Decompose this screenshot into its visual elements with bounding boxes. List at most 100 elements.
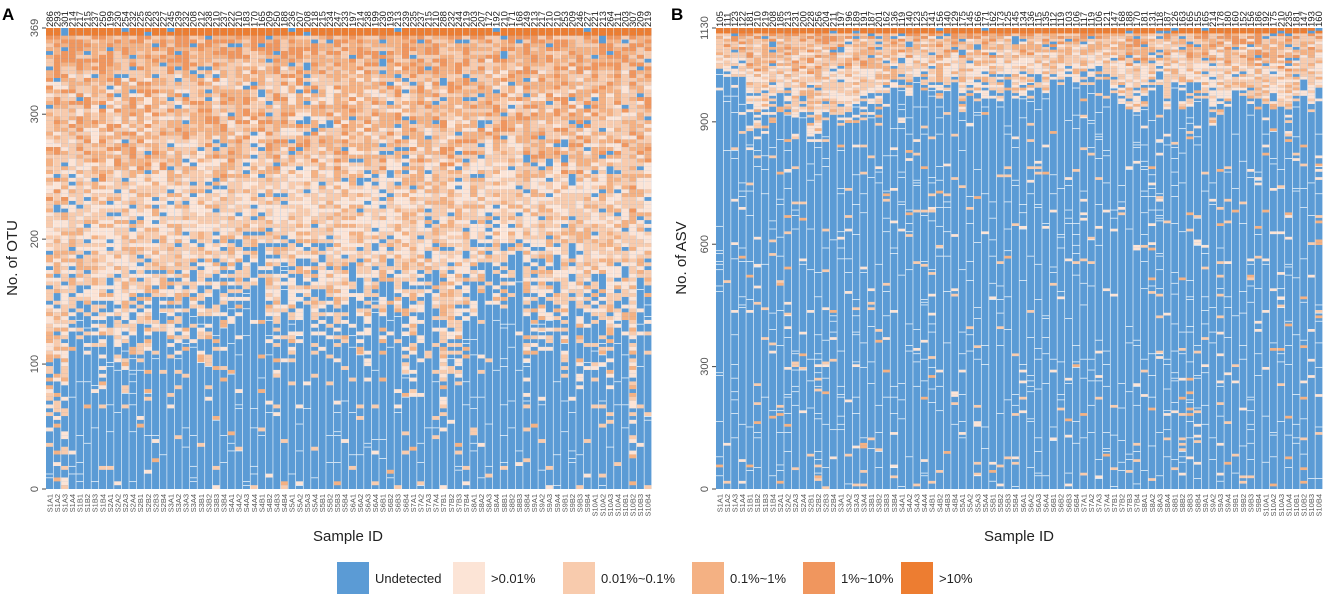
detected-cell [220, 112, 228, 117]
detected-cell [364, 143, 372, 148]
detected-cell [235, 135, 243, 140]
detected-cell [61, 77, 69, 82]
detected-cell [485, 143, 493, 148]
detected-cell [364, 319, 372, 324]
detected-cell [99, 331, 107, 336]
detected-cell [530, 212, 538, 217]
detected-cell [356, 81, 364, 86]
detected-cell [205, 173, 213, 178]
detected-cell [341, 85, 349, 90]
detected-cell [485, 108, 493, 113]
detected-cell [447, 66, 455, 71]
detected-cell [386, 223, 394, 228]
detected-cell [485, 85, 493, 90]
detected-cell [68, 177, 76, 182]
detected-cell [417, 250, 425, 255]
detected-cell [136, 319, 144, 324]
detected-cell [477, 189, 485, 194]
detected-cell [288, 277, 296, 282]
detected-cell [265, 473, 273, 478]
detected-cell [114, 77, 122, 82]
detected-cell [136, 54, 144, 59]
detected-cell [280, 304, 288, 309]
detected-cell [53, 112, 61, 117]
detected-cell [250, 77, 258, 82]
detected-cell [333, 273, 341, 278]
detected-cell [462, 93, 470, 98]
detected-cell [470, 312, 478, 317]
detected-cell [447, 277, 455, 282]
detected-cell [220, 54, 228, 59]
detected-cell [538, 250, 546, 255]
detected-cell [235, 250, 243, 255]
detected-cell [371, 273, 379, 278]
detected-cell [417, 35, 425, 40]
detected-cell [303, 250, 311, 255]
gap-line [500, 358, 508, 360]
detected-cell [114, 216, 122, 221]
detected-cell [273, 89, 281, 94]
detected-cell [46, 369, 53, 374]
detected-cell [205, 281, 213, 286]
detected-cell [273, 412, 281, 417]
detected-cell [470, 108, 478, 113]
detected-cell [477, 223, 485, 228]
detected-cell [220, 158, 228, 163]
detected-cell [220, 166, 228, 171]
detected-cell [364, 285, 372, 290]
detected-cell [61, 289, 69, 294]
gap-line [356, 354, 364, 356]
detected-cell [159, 131, 167, 136]
detected-cell [273, 177, 281, 182]
detected-cell [182, 131, 190, 136]
detected-cell [136, 235, 144, 240]
detected-cell [326, 93, 334, 98]
detected-cell [470, 54, 478, 59]
detected-cell [121, 246, 129, 251]
detected-cell [46, 319, 53, 324]
detected-cell [364, 131, 372, 136]
detected-cell [114, 185, 122, 190]
detected-cell [91, 127, 99, 132]
heatmap-column [83, 28, 91, 489]
detected-cell [152, 93, 160, 98]
detected-cell [99, 150, 107, 155]
detected-cell [492, 147, 500, 151]
gap-line [424, 427, 432, 429]
detected-cell [152, 131, 160, 136]
detected-cell [439, 120, 447, 125]
detected-cell [280, 124, 288, 128]
heatmap-column [515, 28, 523, 489]
detected-cell [364, 39, 372, 44]
detected-cell [356, 66, 364, 71]
detected-cell [402, 108, 410, 113]
heatmap-column [144, 28, 152, 489]
detected-cell [250, 97, 258, 102]
detected-cell [303, 220, 311, 224]
detected-cell [174, 327, 182, 332]
detected-cell [167, 262, 175, 267]
detected-cell [311, 143, 319, 148]
detected-cell [492, 54, 500, 59]
detected-cell [371, 28, 379, 32]
detected-cell [227, 316, 235, 321]
detected-cell [333, 223, 341, 228]
detected-cell [174, 85, 182, 90]
detected-cell [227, 231, 235, 236]
detected-cell [76, 231, 84, 236]
detected-cell [250, 208, 258, 213]
gap-line [500, 327, 508, 329]
detected-cell [242, 250, 250, 255]
detected-cell [220, 293, 228, 297]
detected-cell [477, 112, 485, 117]
detected-cell [91, 170, 99, 175]
detected-cell [53, 200, 61, 205]
detected-cell [106, 158, 114, 163]
detected-cell [121, 385, 129, 390]
detected-cell [273, 135, 281, 140]
detected-cell [91, 239, 99, 244]
detected-cell [220, 231, 228, 236]
heatmap-column [402, 28, 410, 489]
detected-cell [121, 204, 129, 209]
detected-cell [91, 246, 99, 251]
